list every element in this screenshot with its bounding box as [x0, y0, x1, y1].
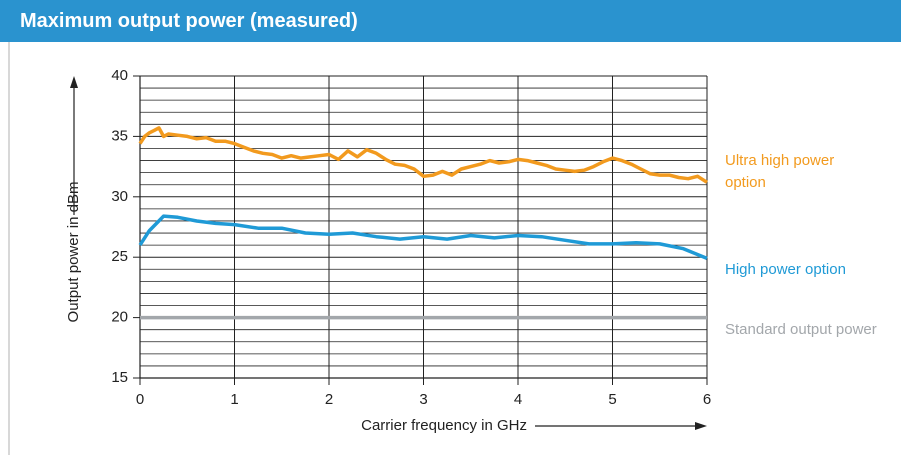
panel-border [8, 42, 10, 455]
y-tick-label: 30 [111, 188, 128, 205]
x-tick-label: 0 [136, 391, 144, 408]
x-tick-label: 4 [514, 391, 522, 408]
y-tick-label: 35 [111, 127, 128, 144]
x-tick-label: 6 [703, 391, 711, 408]
y-tick-label: 40 [111, 67, 128, 84]
series-label: Standard output power [725, 320, 877, 338]
series-line [138, 126, 708, 184]
series-label: Ultra high power option [725, 152, 835, 192]
chart-title: Maximum output power (measured) [0, 0, 901, 42]
y-axis-label: Output power in dBm [65, 182, 82, 323]
x-tick-label: 5 [608, 391, 616, 408]
y-tick-label: 15 [111, 369, 128, 386]
y-tick-label: 20 [111, 309, 128, 326]
y-tick-label: 25 [111, 248, 128, 265]
grid [139, 75, 708, 379]
series-label: High power option [725, 261, 846, 279]
x-tick-label: 2 [325, 391, 333, 408]
y-axis-arrowhead [70, 76, 78, 88]
series-line [138, 214, 708, 261]
x-axis-arrowhead [695, 422, 707, 430]
x-tick-label: 3 [419, 391, 427, 408]
x-tick-label: 1 [230, 391, 238, 408]
x-axis-label: Carrier frequency in GHz [361, 417, 527, 434]
